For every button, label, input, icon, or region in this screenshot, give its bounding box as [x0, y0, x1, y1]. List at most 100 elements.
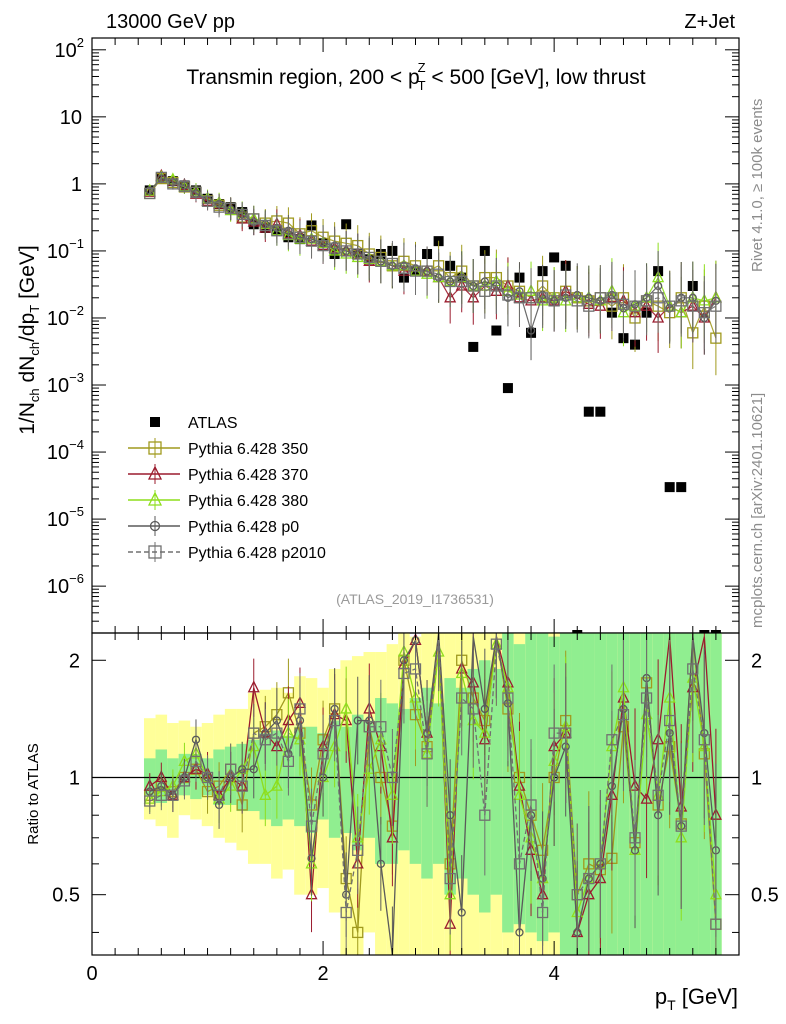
pythia-6-428-p2010-point [594, 292, 607, 304]
plot-title-sub: T [418, 78, 426, 93]
pythia-6-428-p2010-ratio-point [271, 727, 283, 739]
pythia-6-428-p2010-ratio-point [583, 872, 595, 885]
pythia-6-428-p2010-ratio-point [167, 789, 179, 801]
atlas-point [502, 383, 513, 394]
pythia-6-428-380-ratio-point [270, 778, 283, 791]
pythia-6-428-p2010-ratio-point [259, 734, 271, 746]
pythia-6-428-p2010-ratio-point [213, 789, 225, 801]
pythia-6-428-p2010-ratio-point [236, 780, 248, 792]
pythia-6-428-p2010-point [340, 245, 352, 257]
legend-marker-pythia-6-428-380 [147, 491, 163, 506]
pythia-6-428-p2010-point [282, 228, 295, 240]
pythia-6-428-p0-ratio-point [249, 765, 258, 774]
stat-band [409, 698, 422, 864]
pythia-6-428-p2010-point [294, 231, 306, 243]
pythia-6-428-p2010-point [698, 307, 710, 319]
pythia-6-428-p2010-ratio-point [201, 771, 214, 784]
pythia-6-428-p2010-point [536, 292, 549, 304]
pythia-6-428-p2010-ratio-point [698, 734, 710, 746]
stat-band [502, 633, 514, 933]
legend-label-pythia-6-428-350: Pythia 6.428 350 [188, 441, 308, 458]
pythia-6-428-p2010-ratio-point [282, 755, 295, 768]
ylabel-g: [GeV] [16, 245, 39, 305]
pythia-6-428-p2010-ratio-point [640, 692, 653, 704]
legend-label-pythia-6-428-p2010: Pythia 6.428 p2010 [188, 545, 326, 562]
pythia-6-428-380-ratio-point [259, 787, 272, 800]
plot-title-post: < 500 [GeV], low thrust [426, 66, 646, 89]
ratio-plot: 0.5 0.5 1 1 2 2 0 2 4 [52, 38, 779, 985]
ylabel-c: dN [16, 356, 39, 389]
pythia-6-428-p2010-point [467, 280, 479, 292]
ratio-tick-label: 0.5 [52, 885, 80, 907]
pythia-6-428-p2010-ratio-point [398, 667, 410, 680]
pythia-6-428-380-ratio-point [513, 787, 526, 800]
pythia-6-428-p2010-ratio-point [502, 692, 514, 704]
main-y-axis: 10−6 10−5 10−4 10−3 10−2 10−1 1 10 102 [47, 35, 739, 634]
legend-marker-pythia-6-428-p2010 [148, 545, 162, 559]
pythia-6-428-p2010-ratio-point [444, 872, 456, 885]
pythia-6-428-p2010-point [386, 257, 399, 270]
pythia-6-428-p2010-ratio-point [467, 703, 479, 715]
legend-marker-atlas [150, 417, 160, 427]
pythia-6-428-p2010-point [248, 213, 260, 225]
y-tick-label: 10−1 [47, 236, 84, 263]
ratio-tick-label-right: 1 [751, 767, 762, 789]
legend-marker-pythia-6-428-350 [148, 441, 162, 455]
pythia-6-428-p2010-point [583, 300, 595, 312]
legend: ATLAS Pythia 6.428 350 Pythia 6.428 370 Pyt… [128, 415, 326, 562]
ratio-tick-label-right: 0.5 [751, 885, 779, 907]
xlabel-sub: T [667, 997, 676, 1013]
pythia-6-428-p2010-point [617, 298, 630, 310]
pythia-6-428-p2010-ratio-point [409, 663, 422, 675]
pythia-6-428-p2010-ratio-point [352, 844, 364, 856]
pythia-6-428-p2010-ratio-point [178, 775, 191, 787]
pythia-6-428-p2010-point [456, 275, 468, 288]
y-tick-label: 10−5 [47, 504, 84, 531]
pythia-6-428-p2010-point [178, 180, 191, 192]
header-right: Z+Jet [684, 11, 735, 33]
pythia-6-428-p2010-point [317, 239, 329, 252]
pythia-6-428-p2010-ratio-point [571, 889, 583, 901]
pythia-6-428-p2010-ratio-point [479, 809, 491, 821]
pythia-6-428-p2010-point [213, 201, 225, 213]
legend-label-pythia-6-428-380: Pythia 6.428 380 [188, 493, 308, 510]
atlas-point [468, 341, 479, 352]
pythia-6-428-380-ratio-point [363, 761, 376, 774]
atlas-point [595, 406, 606, 417]
mcplots-label: mcplots.cern.ch [arXiv:2401.10621] [749, 393, 766, 628]
pythia-6-428-p2010-ratio-point [340, 906, 352, 919]
pythia-6-428-p2010-point [352, 248, 364, 260]
pythia-6-428-p2010-ratio-point [525, 799, 537, 811]
x-tick-label: 4 [549, 963, 560, 985]
pythia-6-428-p2010-point [305, 235, 318, 247]
pythia-6-428-p2010-point [236, 208, 248, 221]
analysis-id: (ATLAS_2019_I1736531) [336, 591, 494, 607]
y-tick-label: 10 [60, 107, 82, 129]
stat-band [340, 726, 352, 834]
pythia-6-428-p2010-ratio-point [548, 727, 560, 739]
pythia-6-428-p2010-ratio-point [513, 858, 526, 870]
pythia-6-428-p2010-point [167, 178, 179, 190]
legend-label-atlas: ATLAS [188, 415, 238, 432]
pythia-6-428-p2010-ratio-point [664, 714, 676, 727]
pythia-6-428-p2010-point [687, 300, 699, 312]
main-plot: 10−6 10−5 10−4 10−3 10−2 10−1 1 10 102 [47, 35, 740, 634]
atlas-point [549, 252, 560, 263]
pythia-6-428-p2010-ratio-point [421, 748, 433, 760]
plot-title-pre: Transmin region, 200 < p [186, 66, 419, 89]
x-axis: 0 2 4 [86, 38, 740, 985]
legend-label-pythia-6-428-370: Pythia 6.428 370 [188, 467, 308, 484]
stat-band [687, 633, 699, 955]
stat-band [398, 708, 410, 851]
pythia-6-428-350-ratio-line [149, 636, 717, 933]
stat-band [294, 726, 306, 827]
stat-band [455, 687, 468, 879]
stat-band [490, 668, 503, 895]
ratio-tick-label: 2 [69, 650, 80, 672]
pythia-6-428-p2010-point [490, 280, 503, 292]
pythia-6-428-p2010-ratio-point [536, 906, 549, 919]
pythia-6-428-p2010-ratio-point [606, 734, 618, 746]
ylabel-a: 1/N [16, 402, 39, 435]
pythia-6-428-p2010-ratio-point [652, 789, 664, 801]
pythia-6-428-p0-ratio-point [480, 704, 489, 714]
